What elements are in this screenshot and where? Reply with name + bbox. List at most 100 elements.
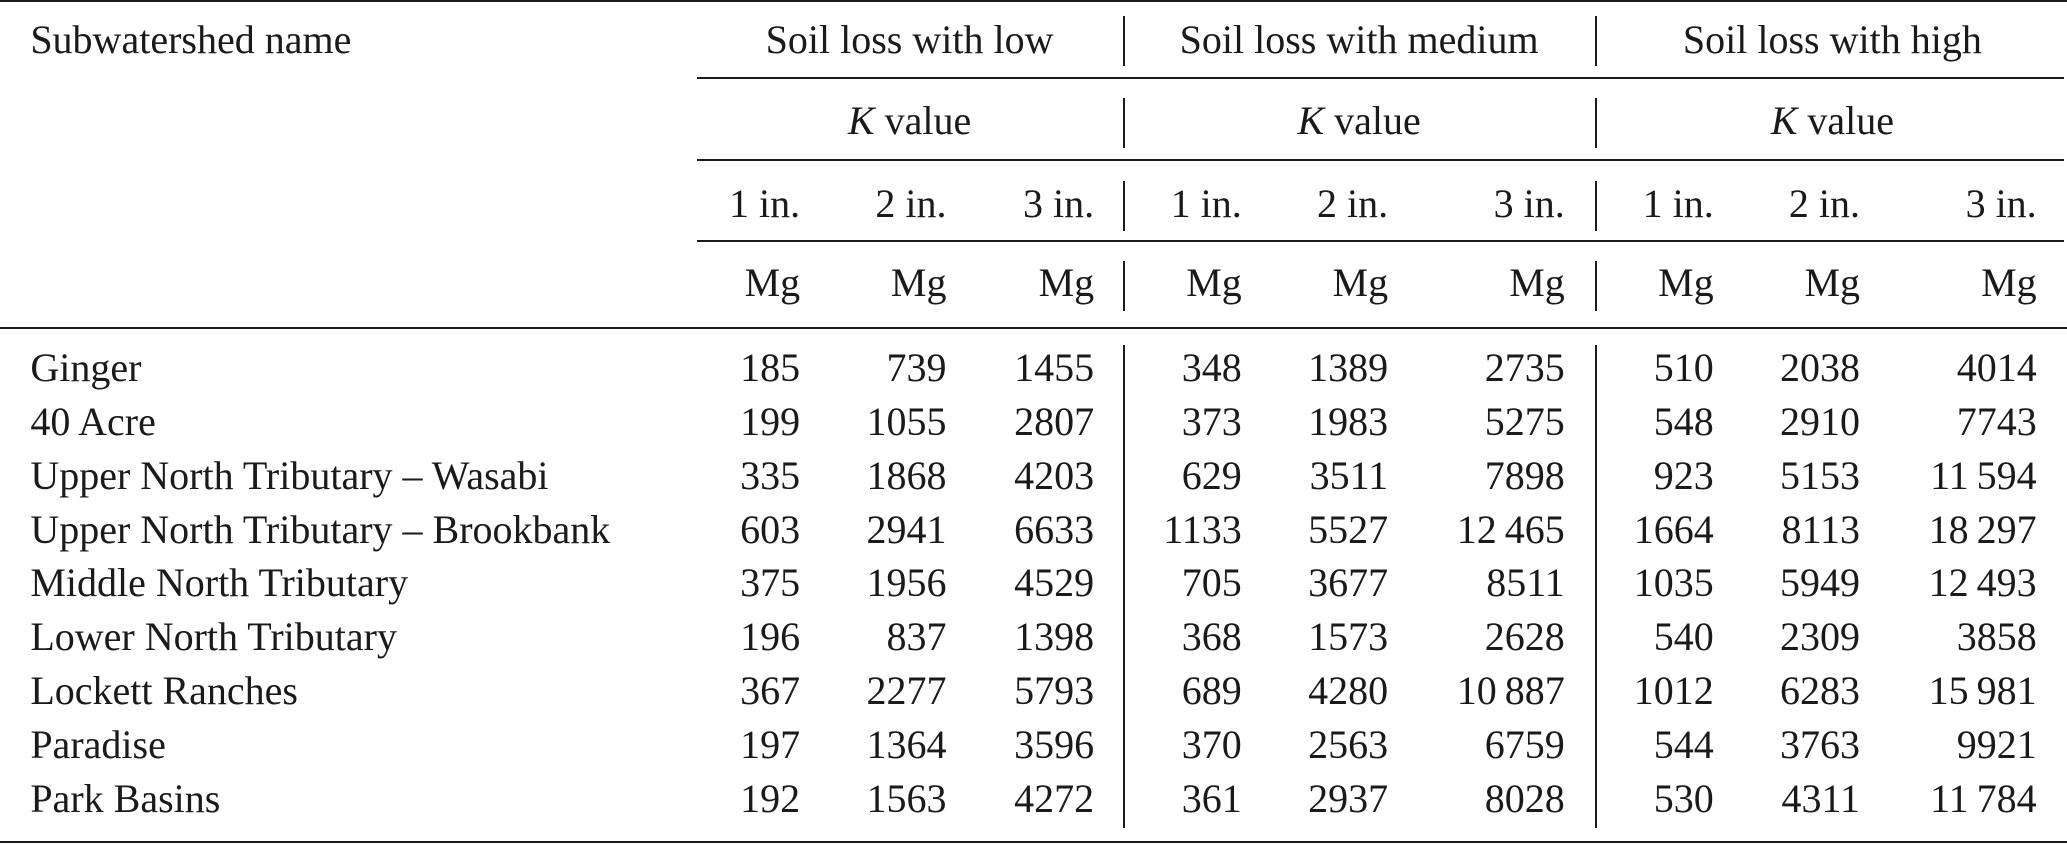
rule — [697, 240, 2065, 243]
table-cell: 4529 — [1014, 560, 1095, 606]
header-cell: K value — [1297, 99, 1420, 143]
table-cell: 7898 — [1484, 452, 1565, 498]
table-cell: 8113 — [1781, 506, 1861, 552]
table-cell: 196 — [740, 614, 801, 660]
table-cell: 10 887 — [1456, 668, 1565, 714]
header-cell: K value — [848, 99, 971, 143]
header-cell: 3 in. — [1493, 181, 1565, 227]
column-divider — [1595, 261, 1598, 312]
table-cell: 2277 — [866, 668, 947, 714]
table-cell: 1573 — [1308, 614, 1389, 660]
column-divider — [1123, 261, 1126, 312]
k-label: value — [1807, 98, 1894, 144]
table-cell: 739 — [886, 344, 947, 390]
table-cell: 4272 — [1014, 776, 1095, 822]
k-symbol: K — [1770, 98, 1798, 144]
header-cell: Mg — [744, 260, 801, 306]
row-label: Ginger — [30, 344, 142, 390]
table-cell: 3596 — [1014, 722, 1095, 768]
table-cell: 367 — [740, 668, 801, 714]
table-cell: 2038 — [1780, 344, 1861, 390]
header-cell: Soil loss with high — [1682, 16, 1982, 62]
header-cell: Mg — [1509, 260, 1565, 306]
table-cell: 192 — [740, 776, 801, 822]
k-label: value — [1334, 98, 1421, 144]
table-cell: 6283 — [1780, 668, 1861, 714]
rule — [0, 0, 2067, 3]
table-cell: 1055 — [866, 398, 947, 444]
table-cell: 1956 — [866, 560, 947, 606]
k-symbol: K — [1297, 98, 1325, 144]
table-cell: 837 — [886, 614, 947, 660]
table-cell: 9921 — [1956, 722, 2037, 768]
row-label: Upper North Tributary – Brookbank — [30, 506, 611, 552]
k-label: value — [884, 98, 972, 144]
column-divider — [1595, 345, 1598, 828]
row-label: Upper North Tributary – Wasabi — [30, 452, 549, 498]
table-cell: 705 — [1181, 560, 1242, 606]
table-cell: 7743 — [1956, 398, 2037, 444]
table-cell: 12 465 — [1456, 506, 1565, 552]
table-cell: 3763 — [1780, 722, 1861, 768]
row-label: Paradise — [30, 722, 166, 768]
table-cell: 18 297 — [1928, 506, 2037, 552]
header-cell: 3 in. — [1965, 181, 2037, 227]
table-cell: 199 — [740, 398, 801, 444]
table-cell: 4311 — [1781, 776, 1861, 822]
table-cell: 5527 — [1308, 506, 1389, 552]
table-cell: 4280 — [1308, 668, 1389, 714]
table-cell: 548 — [1653, 398, 1714, 444]
header-cell: 1 in. — [729, 181, 801, 227]
table-cell: 15 981 — [1928, 668, 2037, 714]
row-label: 40 Acre — [30, 398, 156, 444]
table-cell: 2628 — [1484, 614, 1565, 660]
table-cell: 923 — [1653, 452, 1714, 498]
table-cell: 185 — [740, 344, 801, 390]
table-cell: 3677 — [1308, 560, 1389, 606]
table-cell: 1364 — [866, 722, 947, 768]
header-cell: 2 in. — [875, 181, 947, 227]
k-symbol: K — [847, 98, 875, 144]
table-cell: 1035 — [1633, 560, 1714, 606]
table-cell: 530 — [1653, 776, 1714, 822]
table-cell: 1389 — [1308, 344, 1389, 390]
table-cell: 1012 — [1633, 668, 1714, 714]
table-cell: 11 784 — [1930, 776, 2037, 822]
table-cell: 197 — [740, 722, 801, 768]
table-cell: 2910 — [1780, 398, 1861, 444]
table-cell: 3511 — [1309, 452, 1389, 498]
table-cell: 544 — [1653, 722, 1714, 768]
table-cell: 1983 — [1308, 398, 1389, 444]
table-cell: 5275 — [1484, 398, 1565, 444]
table-cell: 370 — [1181, 722, 1242, 768]
table-cell: 1868 — [866, 452, 947, 498]
table-cell: 2735 — [1484, 344, 1565, 390]
table-cell: 2941 — [866, 506, 947, 552]
table-cell: 4014 — [1956, 344, 2037, 390]
header-cell: Mg — [890, 260, 947, 306]
table-cell: 5153 — [1780, 452, 1861, 498]
table-cell: 510 — [1653, 344, 1714, 390]
header-cell: 2 in. — [1788, 181, 1861, 227]
column-divider — [1123, 180, 1126, 231]
table-cell: 8511 — [1486, 560, 1565, 606]
table-cell: 2309 — [1780, 614, 1861, 660]
table-cell: 375 — [740, 560, 801, 606]
table-cell: 1398 — [1014, 614, 1095, 660]
row-label: Park Basins — [30, 776, 221, 822]
table-cell: 2563 — [1308, 722, 1389, 768]
table-cell: 368 — [1181, 614, 1242, 660]
table-cell: 603 — [740, 506, 801, 552]
column-divider — [1595, 15, 1598, 66]
table-cell: 11 594 — [1930, 452, 2037, 498]
table-cell: 1664 — [1633, 506, 1714, 552]
table-cell: 12 493 — [1928, 560, 2037, 606]
table-cell: 8028 — [1484, 776, 1565, 822]
header-cell: Mg — [1658, 260, 1714, 306]
table-cell: 335 — [740, 452, 801, 498]
table-cell: 2937 — [1308, 776, 1389, 822]
header-cell: Subwatershed name — [30, 16, 352, 62]
row-label: Lower North Tributary — [30, 614, 397, 660]
header-cell: 3 in. — [1023, 181, 1095, 227]
